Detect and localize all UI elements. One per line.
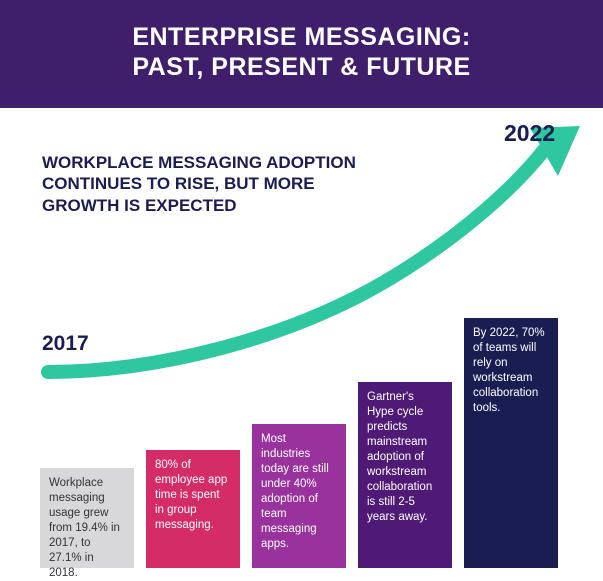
page-title: ENTERPRISE MESSAGING: PAST, PRESENT & FU… [20, 22, 583, 82]
bar: Gartner's Hype cycle predicts mainstream… [358, 382, 452, 568]
chart-area: WORKPLACE MESSAGING ADOPTION CONTINUES T… [0, 108, 603, 568]
title-line-1: ENTERPRISE MESSAGING: [132, 23, 470, 51]
bar-group: Workplace messaging usage grew from 19.4… [40, 318, 558, 568]
bar: Most industries today are still under 40… [252, 424, 346, 568]
year-end-label: 2022 [504, 120, 555, 147]
header-banner: ENTERPRISE MESSAGING: PAST, PRESENT & FU… [0, 0, 603, 108]
title-line-2: PAST, PRESENT & FUTURE [132, 53, 470, 81]
bar-text: By 2022, 70% of teams will rely on works… [473, 326, 549, 416]
bar: By 2022, 70% of teams will rely on works… [464, 318, 558, 568]
bar: 80% of employee app time is spent in gro… [146, 450, 240, 568]
bar-text: Gartner's Hype cycle predicts mainstream… [367, 390, 443, 524]
bar-text: 80% of employee app time is spent in gro… [155, 458, 231, 533]
subheading: WORKPLACE MESSAGING ADOPTION CONTINUES T… [42, 152, 372, 216]
bar-text: Most industries today are still under 40… [261, 432, 337, 552]
bar: Workplace messaging usage grew from 19.4… [40, 468, 134, 568]
